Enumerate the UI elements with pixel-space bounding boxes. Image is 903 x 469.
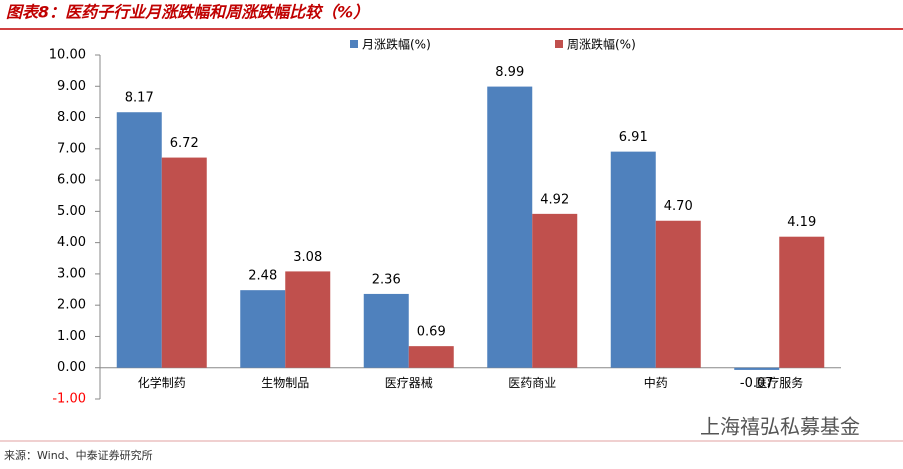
chart-title: 图表8：医药子行业月涨跌幅和周涨跌幅比较（%） — [6, 3, 369, 22]
y-tick-label: 9.00 — [57, 79, 86, 94]
value-label: 4.92 — [540, 192, 569, 207]
y-tick-label: 0.00 — [57, 360, 86, 375]
value-label: 6.91 — [619, 130, 648, 145]
value-label: 8.99 — [495, 65, 524, 80]
bar — [487, 86, 533, 368]
x-tick-label: 医药商业 — [508, 375, 556, 390]
x-tick-label: 中药 — [644, 375, 668, 390]
bar — [116, 112, 162, 368]
y-tick-label: 10.00 — [49, 48, 86, 63]
bar — [240, 290, 286, 368]
value-label: -0.07 — [740, 376, 774, 391]
bar — [610, 151, 656, 368]
bar — [655, 220, 701, 368]
value-label: 0.69 — [417, 325, 446, 340]
value-label: 8.17 — [125, 91, 154, 106]
x-tick-label: 医疗器械 — [385, 375, 433, 390]
bar — [408, 346, 454, 368]
value-label: 2.36 — [372, 272, 401, 287]
x-tick-label: 化学制药 — [138, 375, 186, 390]
value-label: 4.19 — [787, 215, 816, 230]
bar — [779, 236, 825, 368]
bar — [285, 271, 331, 368]
x-tick-label: 生物制品 — [261, 376, 309, 390]
y-tick-label: 3.00 — [57, 266, 86, 281]
bar — [734, 367, 780, 370]
bar — [363, 293, 409, 368]
y-tick-label: 5.00 — [57, 204, 86, 219]
legend-label: 月涨跌幅(%) — [362, 37, 431, 52]
watermark: 上海禧弘私募基金 — [700, 415, 860, 439]
source: 来源：Wind、中泰证券研究所 — [4, 448, 153, 462]
bar — [532, 213, 578, 368]
y-tick-label: -1.00 — [52, 392, 86, 407]
legend-label: 周涨跌幅(%) — [567, 37, 636, 52]
value-label: 2.48 — [248, 269, 277, 284]
y-tick-label: 1.00 — [57, 329, 86, 344]
y-tick-label: 2.00 — [57, 298, 86, 313]
value-label: 6.72 — [170, 136, 199, 151]
y-tick-label: 4.00 — [57, 235, 86, 250]
value-label: 4.70 — [664, 199, 693, 214]
bar — [161, 157, 207, 368]
y-tick-label: 8.00 — [57, 110, 86, 125]
y-tick-label: 7.00 — [57, 141, 86, 156]
y-tick-label: 6.00 — [57, 173, 86, 188]
value-label: 3.08 — [293, 250, 322, 265]
legend-swatch — [555, 40, 563, 48]
x-tick-label: 医疗服务 — [755, 375, 803, 390]
legend-swatch — [350, 40, 358, 48]
